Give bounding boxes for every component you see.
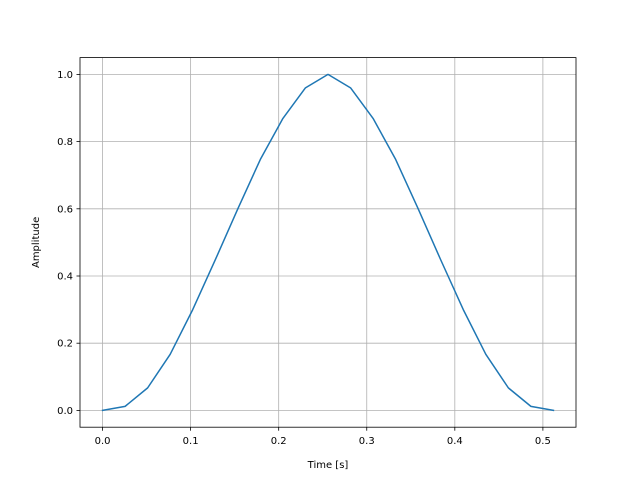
x-tick-label: 0.0 [95, 436, 111, 447]
plot-frame [79, 57, 577, 428]
series-layer [101, 73, 555, 412]
x-tick-label: 0.1 [183, 436, 199, 447]
y-tick-label: 0.4 [57, 272, 73, 283]
y-axis-ticks: 0.0 0.2 0.4 0.6 0.8 1.0 [57, 70, 80, 417]
y-tick-label: 0.2 [57, 339, 73, 350]
x-tick-label: 0.5 [535, 436, 551, 447]
y-tick-label: 0.6 [57, 204, 73, 215]
x-axis-label: Time [s] [307, 460, 349, 471]
y-tick-label: 1.0 [57, 70, 73, 81]
series-line [101, 73, 555, 412]
x-tick-label: 0.2 [271, 436, 287, 447]
y-axis-label: Amplitude [31, 217, 42, 268]
y-tick-label: 0.8 [57, 137, 73, 148]
x-axis-ticks: 0.0 0.1 0.2 0.3 0.4 0.5 [95, 427, 551, 447]
x-tick-label: 0.4 [447, 436, 463, 447]
y-tick-label: 0.0 [57, 406, 73, 417]
x-tick-label: 0.3 [359, 436, 375, 447]
grid [80, 57, 576, 428]
